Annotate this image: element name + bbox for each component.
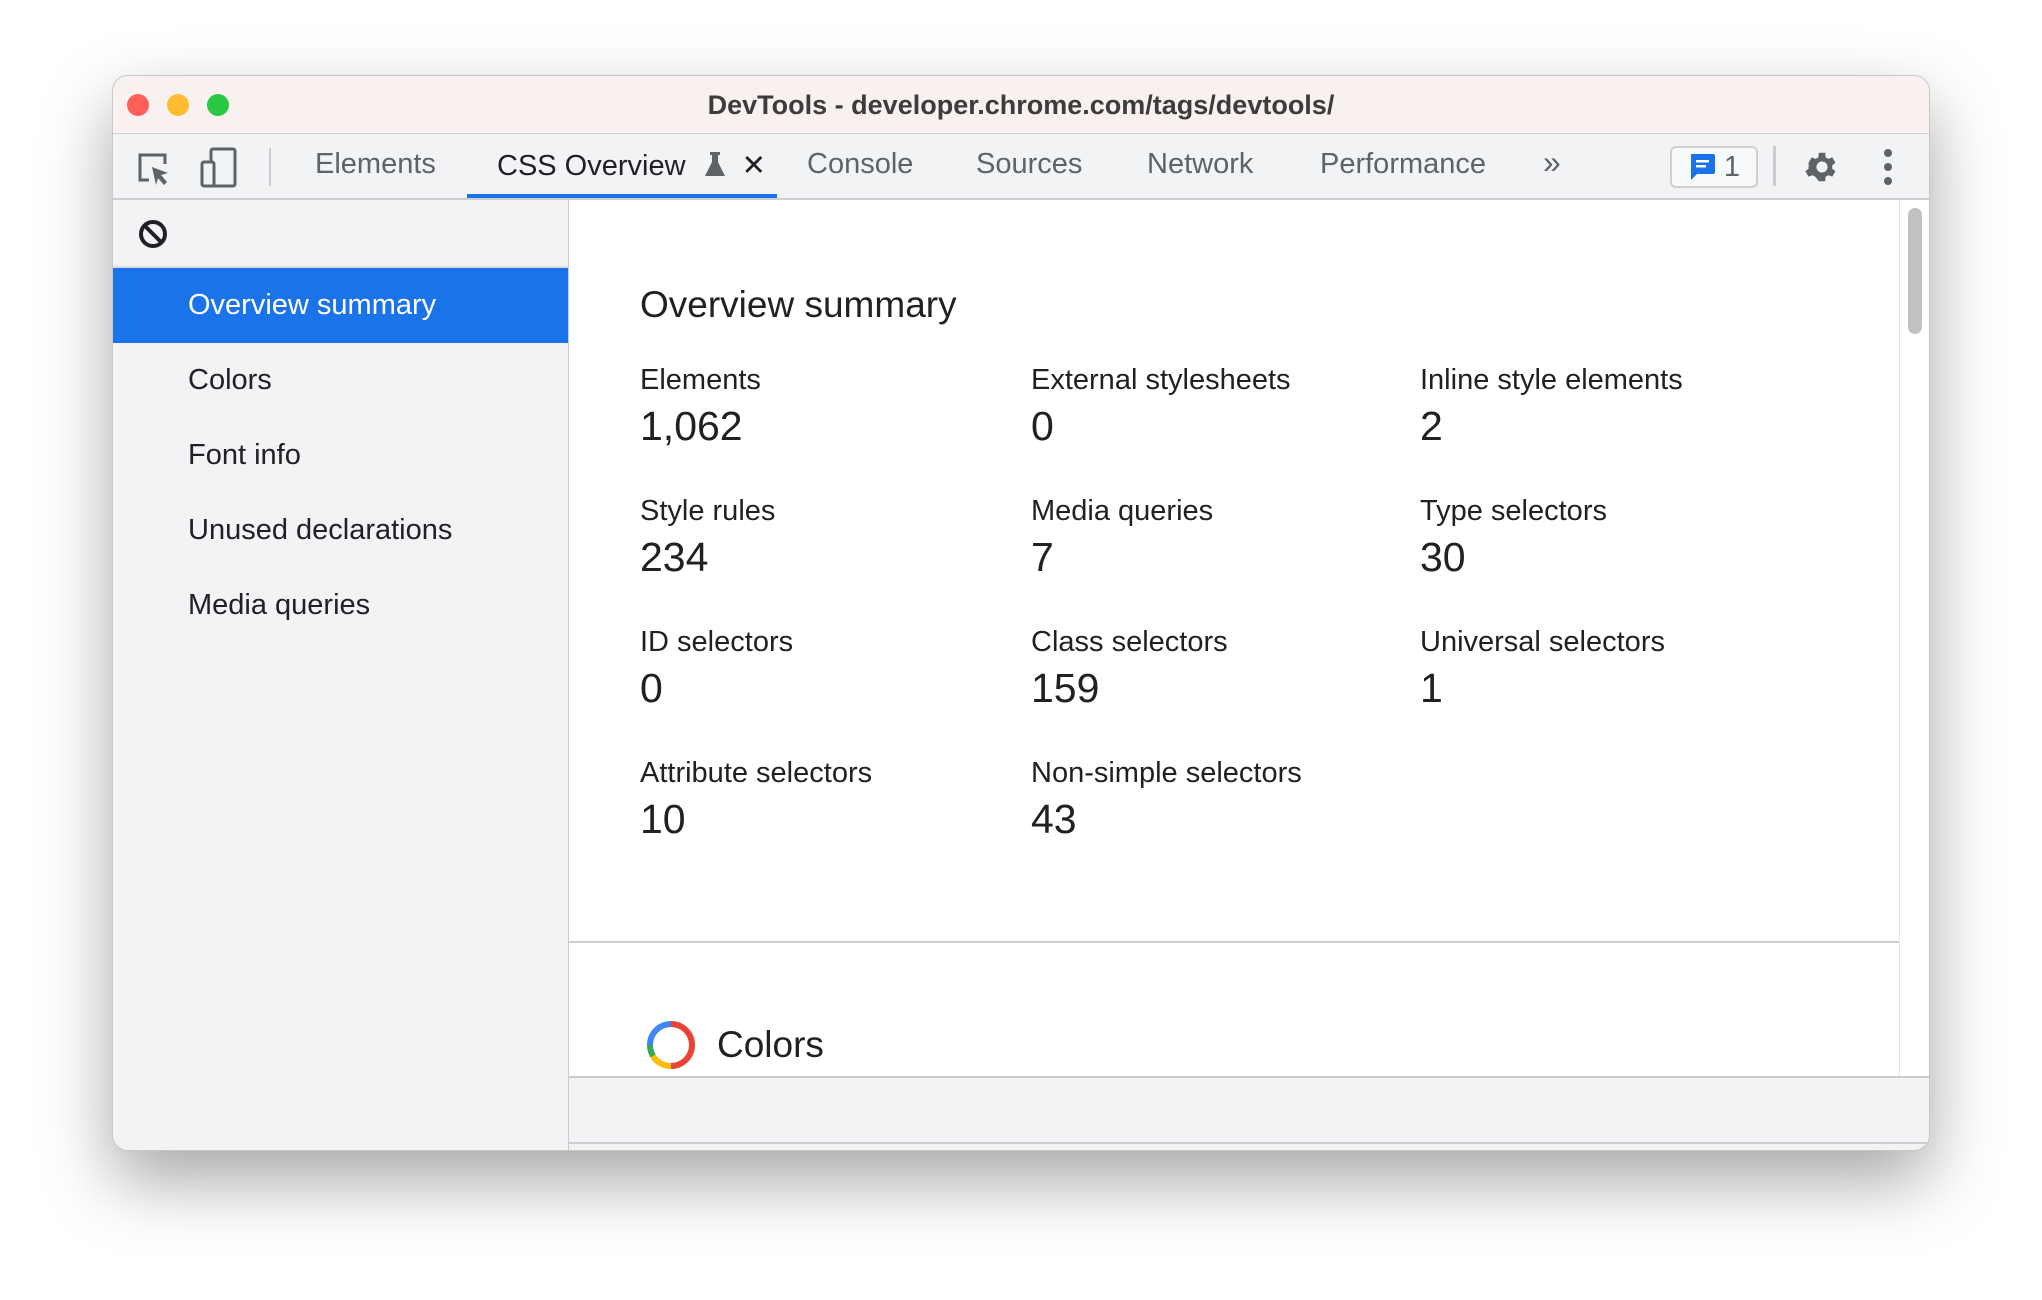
- css-overview-sidebar: Overview summary Colors Font info Unused…: [113, 200, 569, 1150]
- stat-label: External stylesheets: [1031, 364, 1291, 396]
- window-title: DevTools - developer.chrome.com/tags/dev…: [707, 90, 1335, 120]
- issues-button[interactable]: 1: [1670, 146, 1758, 188]
- stat-value: 7: [1031, 534, 1054, 580]
- stat-value: 2: [1420, 403, 1443, 449]
- devtools-toolbar: Elements CSS Overview ✕ Console Sources …: [113, 134, 1929, 200]
- stat-item: Style rules 234: [640, 495, 1020, 581]
- toolbar-divider: [269, 148, 271, 186]
- stat-value: 0: [1031, 403, 1054, 449]
- stat-item: Type selectors 30: [1420, 495, 1800, 581]
- issues-message-icon: [1690, 154, 1715, 180]
- tab-sources[interactable]: Sources: [976, 148, 1083, 180]
- close-tab-icon[interactable]: ✕: [741, 150, 766, 182]
- stat-item: Non-simple selectors 43: [1031, 757, 1411, 843]
- overview-content: Overview summary Elements 1,062 External s…: [569, 200, 1899, 1076]
- stat-label: Type selectors: [1420, 495, 1607, 527]
- section-heading-overview-summary: Overview summary: [640, 284, 957, 325]
- stat-item: ID selectors 0: [640, 626, 1020, 712]
- section-heading-colors: Colors: [645, 1019, 824, 1071]
- stat-item: Elements 1,062: [640, 364, 1020, 450]
- stat-label: Inline style elements: [1420, 364, 1683, 396]
- sidebar-item-media-queries[interactable]: Media queries: [188, 589, 371, 621]
- stat-label: Media queries: [1031, 495, 1214, 527]
- stat-item: Media queries 7: [1031, 495, 1411, 581]
- toolbar-divider: [1773, 146, 1776, 186]
- sidebar-item-overview-summary[interactable]: Overview summary: [113, 268, 568, 343]
- experiment-flask-icon: [704, 152, 725, 176]
- sidebar-item-unused-declarations[interactable]: Unused declarations: [188, 514, 453, 546]
- stat-item: Attribute selectors 10: [640, 757, 1020, 843]
- stat-value: 1: [1420, 665, 1443, 711]
- close-window-button[interactable]: [127, 94, 149, 116]
- device-toolbar-icon[interactable]: [199, 146, 239, 190]
- stat-label: Attribute selectors: [640, 757, 873, 789]
- colors-heading-text: Colors: [717, 1024, 824, 1065]
- stat-value: 0: [640, 665, 663, 711]
- stat-value: 234: [640, 534, 709, 580]
- title-bar: DevTools - developer.chrome.com/tags/dev…: [113, 76, 1929, 134]
- stat-label: Non-simple selectors: [1031, 757, 1302, 789]
- tab-elements[interactable]: Elements: [315, 148, 436, 180]
- issues-count: 1: [1723, 150, 1741, 183]
- clear-overview-icon[interactable]: [137, 218, 169, 250]
- stat-value: 43: [1031, 796, 1077, 842]
- sidebar-item-font-info[interactable]: Font info: [188, 439, 301, 471]
- sidebar-item-colors[interactable]: Colors: [188, 364, 272, 396]
- more-tabs-chevron-icon[interactable]: »: [1543, 144, 1561, 180]
- settings-gear-icon[interactable]: [1803, 148, 1841, 186]
- stat-label: Style rules: [640, 495, 776, 527]
- stat-item: Class selectors 159: [1031, 626, 1411, 712]
- devtools-window: DevTools - developer.chrome.com/tags/dev…: [112, 75, 1930, 1151]
- stat-label: Class selectors: [1031, 626, 1228, 658]
- tab-label: CSS Overview: [497, 150, 686, 182]
- tab-console[interactable]: Console: [807, 148, 914, 180]
- inspect-element-icon[interactable]: [135, 150, 173, 188]
- stat-value: 10: [640, 796, 686, 842]
- stat-label: Universal selectors: [1420, 626, 1665, 658]
- bottom-panel: [569, 1076, 1929, 1144]
- stat-item: Inline style elements 2: [1420, 364, 1800, 450]
- stat-item: Universal selectors 1: [1420, 626, 1800, 712]
- minimize-window-button[interactable]: [167, 94, 189, 116]
- tab-network[interactable]: Network: [1147, 148, 1254, 180]
- stat-label: Elements: [640, 364, 761, 396]
- stat-value: 30: [1420, 534, 1466, 580]
- tab-performance[interactable]: Performance: [1320, 148, 1487, 180]
- tab-css-overview[interactable]: CSS Overview ✕: [497, 148, 766, 183]
- sidebar-toolbar: [113, 200, 568, 268]
- vertical-scrollbar[interactable]: [1899, 200, 1929, 1076]
- colors-ring-icon: [647, 1021, 695, 1070]
- stat-item: External stylesheets 0: [1031, 364, 1411, 450]
- stat-value: 1,062: [640, 403, 743, 449]
- more-options-kebab-icon[interactable]: [1883, 148, 1893, 186]
- section-divider: [569, 941, 1899, 943]
- selected-tab-indicator: [467, 194, 777, 198]
- stat-value: 159: [1031, 665, 1100, 711]
- stat-label: ID selectors: [640, 626, 794, 658]
- maximize-window-button[interactable]: [207, 94, 229, 116]
- scrollbar-thumb[interactable]: [1908, 208, 1922, 334]
